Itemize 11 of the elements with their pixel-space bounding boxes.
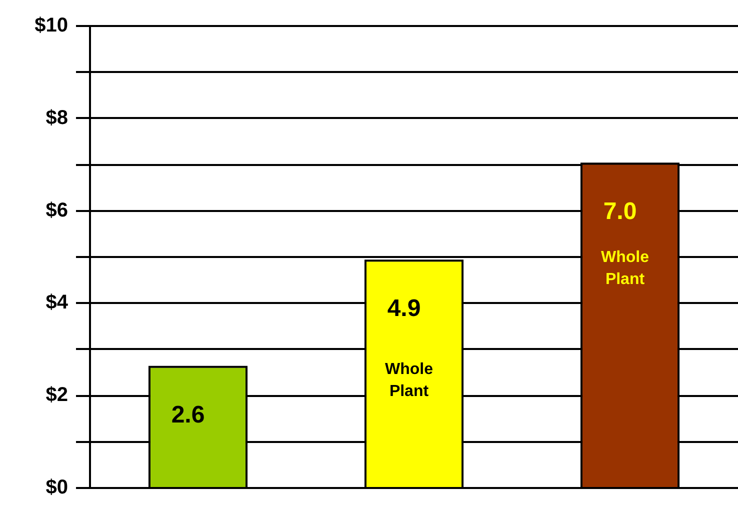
y-tick-label: $4 (46, 292, 69, 314)
data-label: 7.0 (603, 198, 637, 226)
data-label: 2.6 (171, 402, 205, 429)
annotation: Whole Plant (385, 361, 434, 400)
y-tick-label: $10 (34, 14, 68, 37)
annotation: Whole Plant (601, 249, 650, 288)
data-label: 4.9 (387, 295, 421, 322)
y-tick-label: $6 (46, 199, 68, 222)
y-tick-label: $8 (46, 106, 68, 129)
y-tick-label: $0 (46, 476, 68, 499)
y-tick-label: $2 (46, 384, 68, 406)
